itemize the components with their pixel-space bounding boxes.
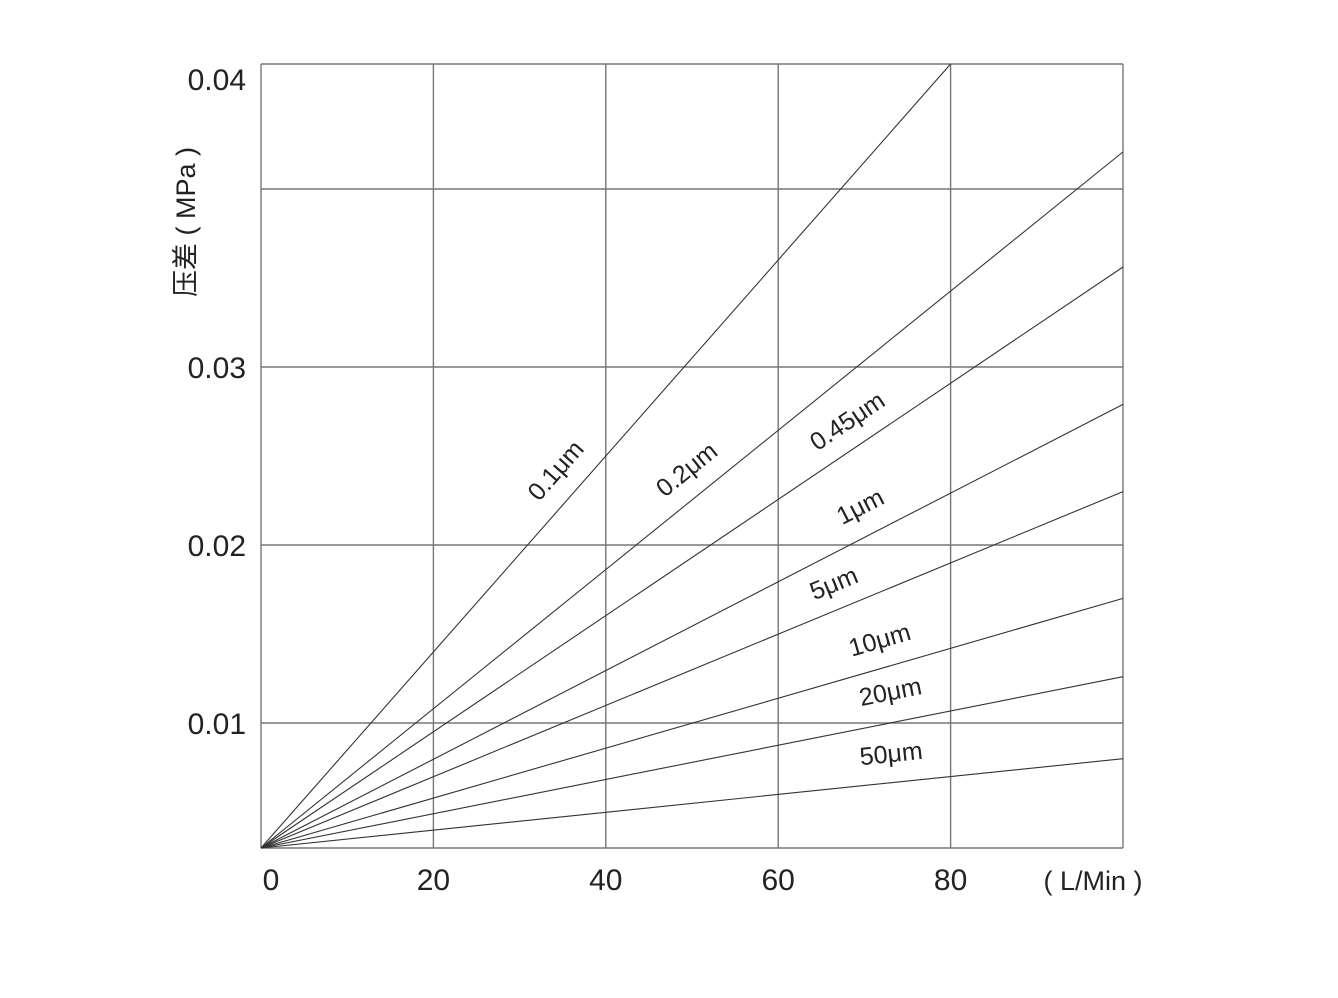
- y-axis-label: 压差 ( MPa ): [171, 147, 201, 297]
- series-label: 20μm: [857, 672, 924, 712]
- y-tick-label: 0.03: [188, 352, 246, 385]
- grid: [260, 63, 1124, 849]
- x-tick-label: 60: [762, 864, 795, 897]
- series-label: 0.45μm: [805, 386, 890, 456]
- series-line: [260, 403, 1124, 849]
- series-label: 0.1μm: [522, 435, 589, 506]
- series-line: [260, 491, 1124, 849]
- series-label: 1μm: [832, 483, 889, 530]
- series-line: [260, 63, 952, 849]
- y-tick-label: 0.02: [188, 530, 246, 563]
- x-tick-label: 40: [589, 864, 622, 897]
- x-tick-label: 0: [263, 864, 280, 897]
- y-tick-label: 0.01: [188, 708, 246, 741]
- series-line: [260, 266, 1124, 849]
- series-label: 5μm: [806, 561, 862, 606]
- series-label: 50μm: [858, 737, 924, 771]
- x-axis-label: ( L/Min ): [1043, 866, 1142, 896]
- x-tick-label: 20: [417, 864, 450, 897]
- y-tick-label: 0.04: [188, 64, 246, 97]
- series-line: [260, 676, 1124, 849]
- series-line: [260, 597, 1124, 849]
- series-labels: 0.1μm 0.2μm 0.45μm 1μm 5μm 10μm 20μm 50μm: [522, 386, 924, 771]
- series-lines: [260, 63, 1124, 849]
- series-label: 0.2μm: [651, 437, 723, 503]
- x-tick-label: 80: [934, 864, 967, 897]
- series-line: [260, 151, 1124, 849]
- tick-labels: 0 20 40 60 80 0.01 0.02 0.03 0.04: [188, 64, 968, 897]
- series-line: [260, 758, 1124, 849]
- series-label: 10μm: [846, 618, 914, 662]
